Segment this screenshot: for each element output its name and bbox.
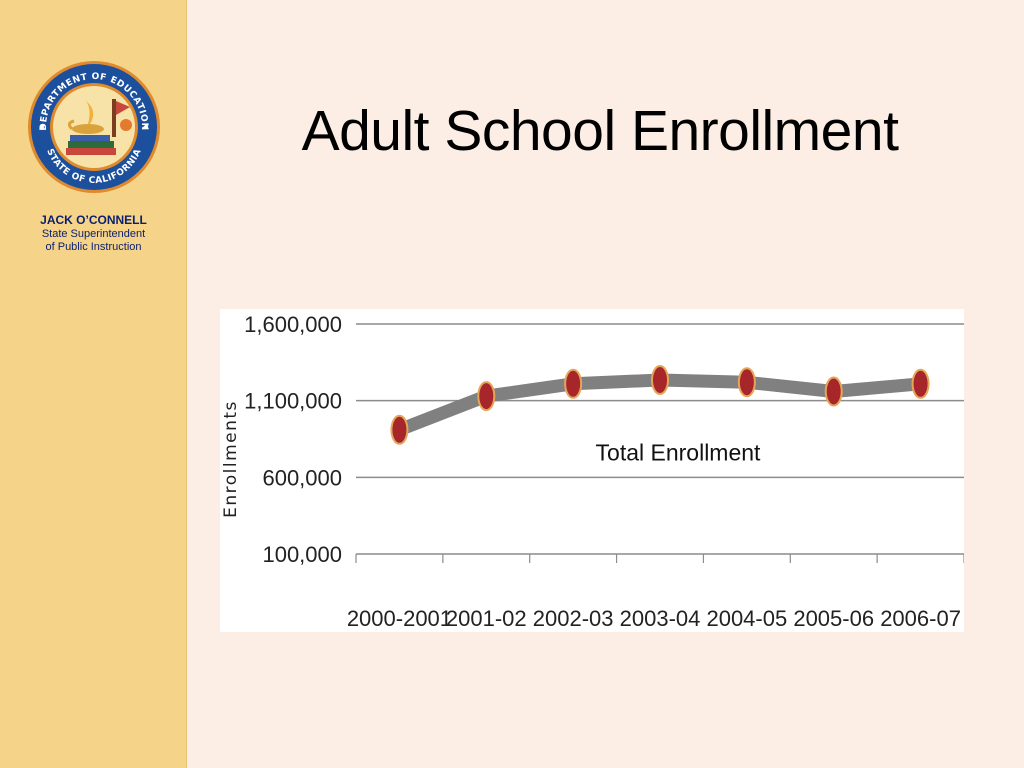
data-point-marker <box>911 368 930 399</box>
data-point-marker <box>824 376 843 407</box>
data-point-marker <box>477 381 496 412</box>
x-tick-label: 2005-06 <box>793 606 874 631</box>
x-tick-label: 2000-2001 <box>347 606 452 631</box>
y-tick-label: 1,100,000 <box>244 389 342 414</box>
y-tick-label: 600,000 <box>262 465 342 490</box>
data-point-marker <box>564 368 583 399</box>
data-point-marker <box>737 367 756 398</box>
data-point-marker <box>651 364 669 395</box>
y-tick-label: 1,600,000 <box>244 312 342 337</box>
data-point-marker <box>390 414 409 445</box>
department-seal-logo: DEPARTMENT OF EDUCATION STATE OF CALIFOR… <box>28 61 160 193</box>
chart-panel: 100,000 600,000 1,100,000 1,600,000 2000-200… <box>220 309 964 632</box>
sidebar: DEPARTMENT OF EDUCATION STATE OF CALIFOR… <box>0 0 187 768</box>
superintendent-role-line1: State Superintendent <box>41 228 146 240</box>
x-tick-label: 2002-03 <box>533 606 614 631</box>
y-axis-title: Enrollments <box>221 400 241 518</box>
x-tick-label: 2003-04 <box>620 606 701 631</box>
superintendent-role-line2: of Public Instruction <box>45 241 142 253</box>
x-tick-label: 2001-02 <box>446 606 527 631</box>
enrollment-line-chart: 100,000 600,000 1,100,000 1,600,000 2000-200… <box>221 312 964 631</box>
y-tick-label: 100,000 <box>262 542 342 567</box>
page-title: Adult School Enrollment <box>301 99 899 163</box>
x-tick-label: 2004-05 <box>706 606 787 631</box>
sidebar-caption: JACK O’CONNELL State Superintendent of P… <box>0 213 187 254</box>
series-annotation-label: Total Enrollment <box>596 440 762 466</box>
x-tick-label: 2006-07 <box>880 606 961 631</box>
superintendent-name: JACK O’CONNELL <box>40 213 147 227</box>
